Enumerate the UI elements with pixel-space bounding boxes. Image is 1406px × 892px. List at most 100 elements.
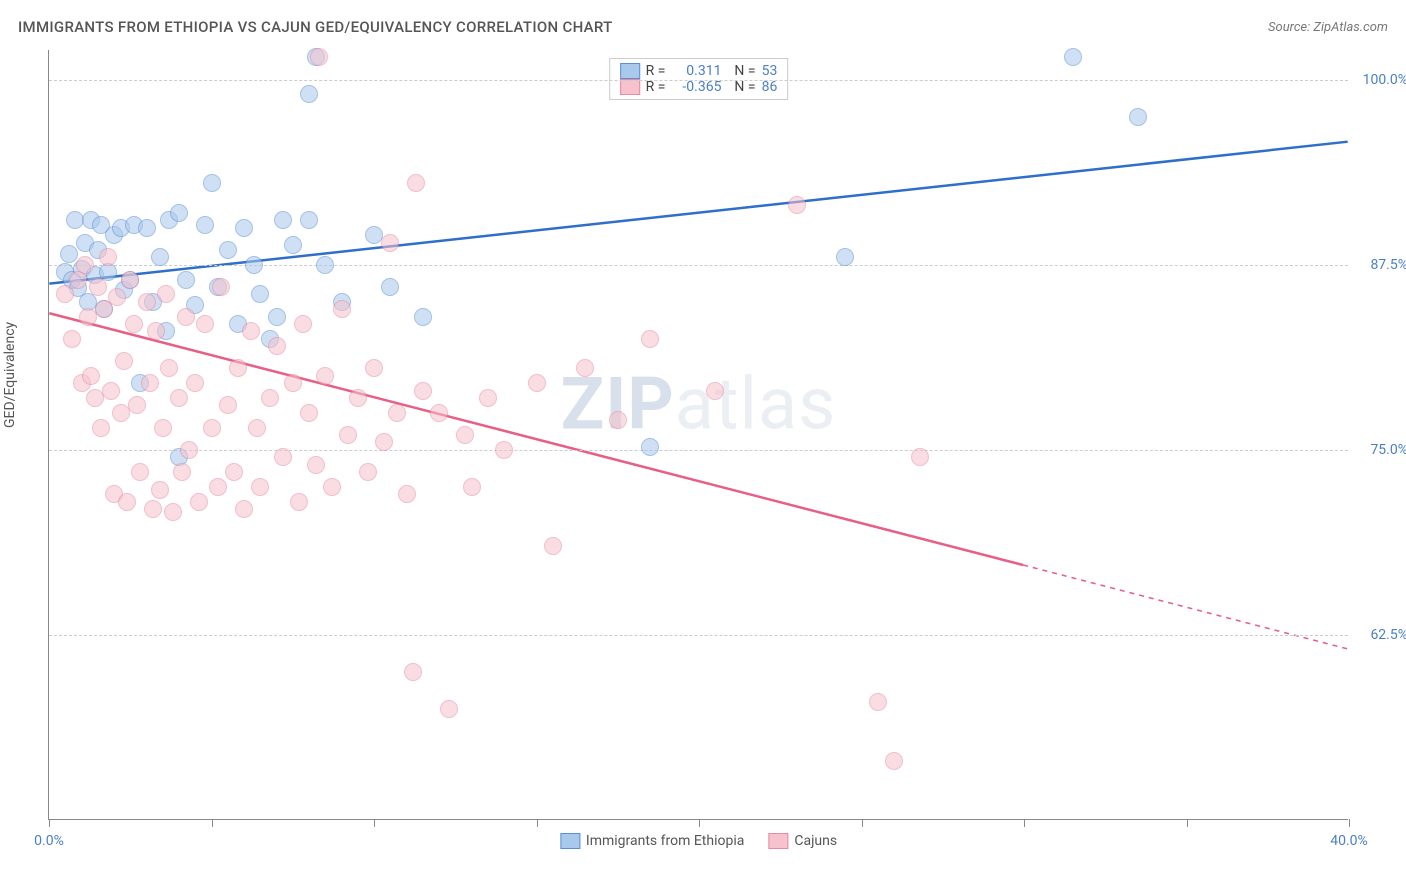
scatter-point <box>251 478 269 496</box>
scatter-point <box>219 396 237 414</box>
scatter-point <box>300 404 318 422</box>
scatter-point <box>495 441 513 459</box>
legend-series-name: Immigrants from Ethiopia <box>586 833 744 849</box>
scatter-point <box>274 448 292 466</box>
scatter-point <box>138 293 156 311</box>
x-tick <box>49 819 50 827</box>
scatter-point <box>76 256 94 274</box>
scatter-point <box>333 300 351 318</box>
scatter-point <box>381 278 399 296</box>
y-axis-label: GED/Equivalency <box>2 322 18 428</box>
scatter-point <box>235 500 253 518</box>
scatter-point <box>479 389 497 407</box>
scatter-point <box>544 537 562 555</box>
scatter-point <box>576 359 594 377</box>
scatter-point <box>225 463 243 481</box>
scatter-point <box>164 503 182 521</box>
legend-r-value: 0.311 <box>671 63 721 79</box>
scatter-point <box>300 211 318 229</box>
scatter-point <box>177 271 195 289</box>
scatter-point <box>261 389 279 407</box>
y-tick-label: 100.0% <box>1363 72 1406 88</box>
chart-header: IMMIGRANTS FROM ETHIOPIA VS CAJUN GED/EQ… <box>18 18 1388 36</box>
scatter-point <box>160 359 178 377</box>
scatter-point <box>251 285 269 303</box>
scatter-point <box>99 248 117 266</box>
scatter-point <box>170 204 188 222</box>
scatter-point <box>92 419 110 437</box>
scatter-point <box>144 500 162 518</box>
legend-n-label: N = <box>727 63 755 79</box>
x-tick <box>1187 819 1188 827</box>
scatter-point <box>323 478 341 496</box>
legend-series-name: Cajuns <box>794 833 837 849</box>
x-tick <box>1024 819 1025 827</box>
scatter-point <box>706 382 724 400</box>
legend-r-label: R = <box>646 63 666 79</box>
legend-swatch <box>768 833 788 849</box>
scatter-point <box>414 308 432 326</box>
scatter-point <box>131 463 149 481</box>
legend-n-value: 86 <box>762 79 778 95</box>
scatter-point <box>108 288 126 306</box>
scatter-point <box>407 174 425 192</box>
scatter-point <box>177 308 195 326</box>
gridline <box>49 450 1348 451</box>
scatter-point <box>268 308 286 326</box>
scatter-point <box>157 285 175 303</box>
legend-stat-row: R =-0.365 N = 86 <box>620 79 778 95</box>
x-tick <box>1349 819 1350 827</box>
x-tick <box>537 819 538 827</box>
scatter-point <box>190 493 208 511</box>
scatter-point <box>63 330 81 348</box>
scatter-point <box>235 219 253 237</box>
watermark: ZIPatlas <box>561 361 837 446</box>
scatter-point <box>300 85 318 103</box>
gridline <box>49 80 1348 81</box>
scatter-point <box>112 404 130 422</box>
scatter-point <box>147 322 165 340</box>
trend-lines <box>49 50 1348 819</box>
scatter-point <box>375 433 393 451</box>
legend-series-item: Cajuns <box>768 833 837 849</box>
scatter-point <box>180 441 198 459</box>
scatter-point <box>310 48 328 66</box>
scatter-point <box>219 241 237 259</box>
scatter-point <box>212 278 230 296</box>
x-tick <box>862 819 863 827</box>
scatter-point <box>128 396 146 414</box>
scatter-point <box>398 485 416 503</box>
scatter-point <box>89 278 107 296</box>
legend-swatch <box>560 833 580 849</box>
scatter-point <box>641 438 659 456</box>
legend-n-label: N = <box>727 79 755 95</box>
scatter-point <box>456 426 474 444</box>
legend-r-label: R = <box>646 79 666 95</box>
scatter-point <box>121 271 139 289</box>
scatter-point <box>869 693 887 711</box>
scatter-point <box>414 382 432 400</box>
scatter-point <box>229 359 247 377</box>
scatter-point <box>609 411 627 429</box>
scatter-point <box>528 374 546 392</box>
scatter-point <box>242 322 260 340</box>
scatter-point <box>316 256 334 274</box>
scatter-point <box>151 248 169 266</box>
legend-series-item: Immigrants from Ethiopia <box>560 833 744 849</box>
scatter-point <box>430 404 448 422</box>
scatter-point <box>82 367 100 385</box>
scatter-point <box>125 315 143 333</box>
x-tick-label: 40.0% <box>1330 833 1368 849</box>
scatter-point <box>284 374 302 392</box>
scatter-point <box>115 352 133 370</box>
y-tick-label: 75.0% <box>1370 442 1406 458</box>
scatter-point <box>186 374 204 392</box>
scatter-point <box>463 478 481 496</box>
scatter-point <box>307 456 325 474</box>
chart-source: Source: ZipAtlas.com <box>1268 20 1388 35</box>
watermark-light: atlas <box>675 361 837 446</box>
legend-stat-row: R =0.311 N = 53 <box>620 63 778 79</box>
scatter-point <box>388 404 406 422</box>
scatter-point <box>151 481 169 499</box>
legend-swatch <box>620 79 640 95</box>
